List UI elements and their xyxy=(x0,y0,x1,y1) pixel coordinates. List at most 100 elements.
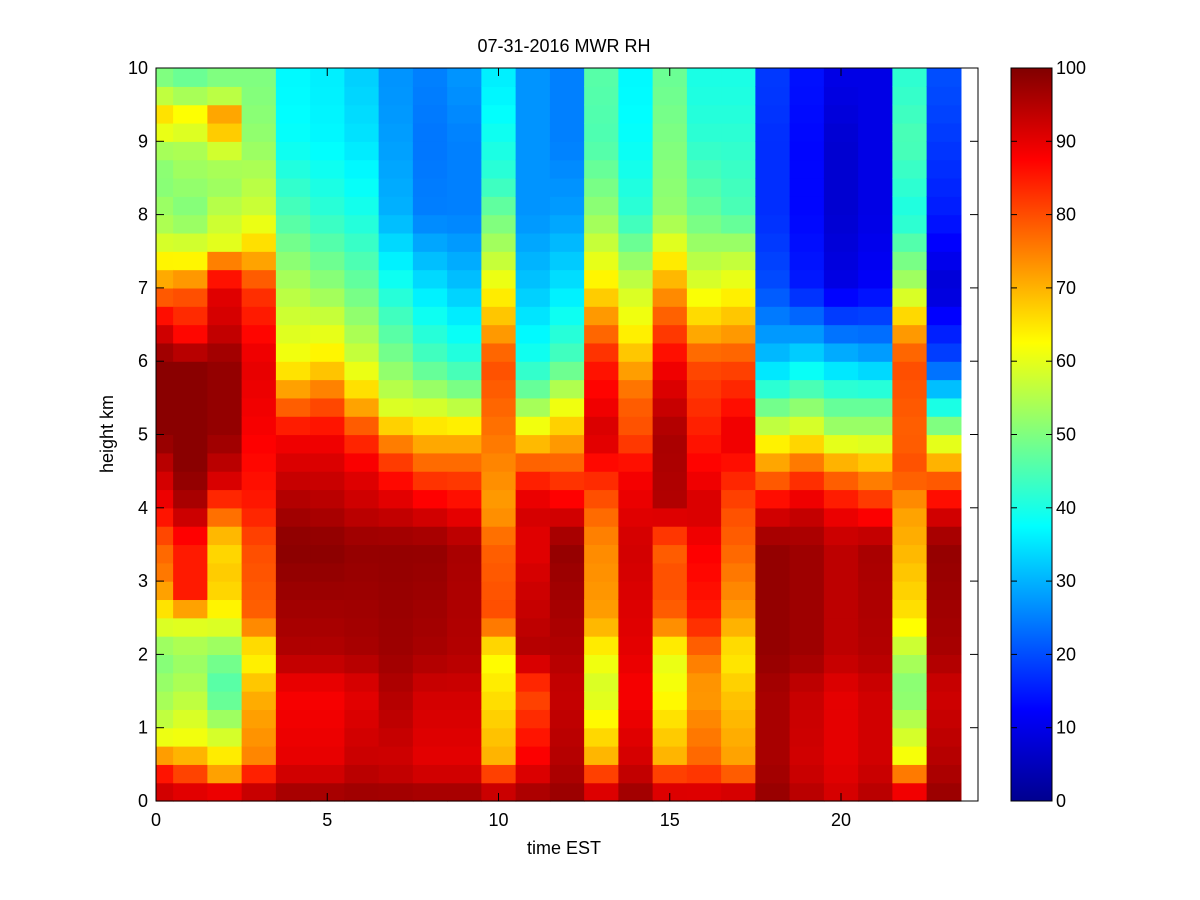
heatmap-cell xyxy=(310,489,345,509)
heatmap-cell xyxy=(447,691,482,710)
heatmap-cell xyxy=(412,599,448,619)
heatmap-cell xyxy=(721,379,756,399)
heatmap-cell xyxy=(926,306,962,326)
heatmap-cell xyxy=(207,507,243,527)
y-axis-label: height km xyxy=(97,395,117,473)
heatmap-cell xyxy=(858,86,893,106)
heatmap-cell xyxy=(755,727,791,747)
heatmap-cell xyxy=(755,709,791,729)
heatmap-cell xyxy=(549,196,585,216)
heatmap-cell xyxy=(858,379,893,399)
heatmap-cell xyxy=(156,782,174,802)
heatmap-cell xyxy=(926,177,962,197)
heatmap-cell xyxy=(156,654,174,674)
heatmap-cell xyxy=(447,636,482,655)
heatmap-cell xyxy=(515,617,551,637)
heatmap-cell xyxy=(584,306,619,326)
heatmap-cell xyxy=(652,232,688,252)
heatmap-cell xyxy=(207,214,243,234)
heatmap-cell xyxy=(823,232,859,252)
heatmap-cell xyxy=(156,507,174,527)
heatmap-cell xyxy=(378,617,414,637)
heatmap-cell xyxy=(618,214,654,234)
heatmap-cell xyxy=(481,672,517,692)
heatmap-cell xyxy=(515,471,551,491)
heatmap-cell xyxy=(789,654,825,674)
heatmap-cell xyxy=(412,617,448,637)
heatmap-cell xyxy=(412,452,448,472)
heatmap-cell xyxy=(823,416,859,436)
heatmap-cell xyxy=(823,672,859,692)
heatmap-cell xyxy=(275,68,311,87)
heatmap-cell xyxy=(721,361,756,381)
heatmap-cell xyxy=(156,196,174,216)
heatmap-cell xyxy=(344,232,380,252)
heatmap-cell xyxy=(173,526,208,546)
heatmap-cell xyxy=(310,324,345,344)
heatmap-cell xyxy=(755,636,791,655)
heatmap-cell xyxy=(858,361,893,381)
heatmap-cell xyxy=(378,562,414,582)
heatmap-cell xyxy=(618,379,654,399)
heatmap-cell xyxy=(584,636,619,655)
heatmap-cell xyxy=(789,361,825,381)
heatmap-cell xyxy=(241,86,277,106)
heatmap-cell xyxy=(241,636,277,655)
heatmap-cell xyxy=(344,251,380,271)
heatmap-cell xyxy=(515,544,551,564)
heatmap-cell xyxy=(926,709,962,729)
heatmap-cell xyxy=(892,306,928,326)
heatmap-cell xyxy=(549,324,585,344)
heatmap-cell xyxy=(823,562,859,582)
heatmap-cell xyxy=(275,636,311,655)
heatmap-cell xyxy=(721,177,756,197)
heatmap-cell xyxy=(652,617,688,637)
heatmap-cell xyxy=(310,507,345,527)
heatmap-cell xyxy=(515,306,551,326)
colorbar-axis: 0 10 20 30 40 50 60 70 80 90 100 xyxy=(1011,58,1086,811)
heatmap-cell xyxy=(652,104,688,124)
heatmap-cell xyxy=(310,342,345,362)
heatmap-cell xyxy=(618,599,654,619)
heatmap-cell xyxy=(275,727,311,747)
heatmap-cell xyxy=(686,68,722,87)
heatmap-cell xyxy=(892,507,928,527)
heatmap-cell xyxy=(721,617,756,637)
heatmap-cell xyxy=(275,361,311,381)
heatmap-cell xyxy=(378,526,414,546)
heatmap-cell xyxy=(310,782,345,802)
heatmap-cell xyxy=(447,581,482,601)
heatmap-cell xyxy=(652,68,688,87)
heatmap-cell xyxy=(858,526,893,546)
heatmap-cell xyxy=(721,232,756,252)
heatmap-cell xyxy=(858,306,893,326)
heatmap-cell xyxy=(378,397,414,417)
heatmap-cell xyxy=(549,287,585,307)
heatmap-cell xyxy=(344,68,380,87)
heatmap-cell xyxy=(618,287,654,307)
heatmap-cell xyxy=(310,68,345,87)
heatmap-cell xyxy=(549,361,585,381)
x-tick-label: 5 xyxy=(322,810,332,830)
heatmap-cell xyxy=(447,599,482,619)
heatmap-cell xyxy=(789,324,825,344)
heatmap-cell xyxy=(515,269,551,289)
heatmap-cell xyxy=(892,489,928,509)
heatmap-cell xyxy=(721,434,756,454)
heatmap-cell xyxy=(156,214,174,234)
heatmap-cell xyxy=(310,434,345,454)
heatmap-cell xyxy=(549,68,585,87)
heatmap-cell xyxy=(686,324,722,344)
heatmap-cell xyxy=(447,232,482,252)
heatmap-cell xyxy=(447,489,482,509)
heatmap-cell xyxy=(823,709,859,729)
heatmap-cell xyxy=(618,507,654,527)
heatmap-cell xyxy=(412,159,448,179)
heatmap-cell xyxy=(173,232,208,252)
heatmap-cell xyxy=(892,581,928,601)
heatmap-cell xyxy=(207,471,243,491)
heatmap-cell xyxy=(173,672,208,692)
heatmap-cell xyxy=(447,342,482,362)
heatmap-cell xyxy=(378,361,414,381)
heatmap-cell xyxy=(310,196,345,216)
